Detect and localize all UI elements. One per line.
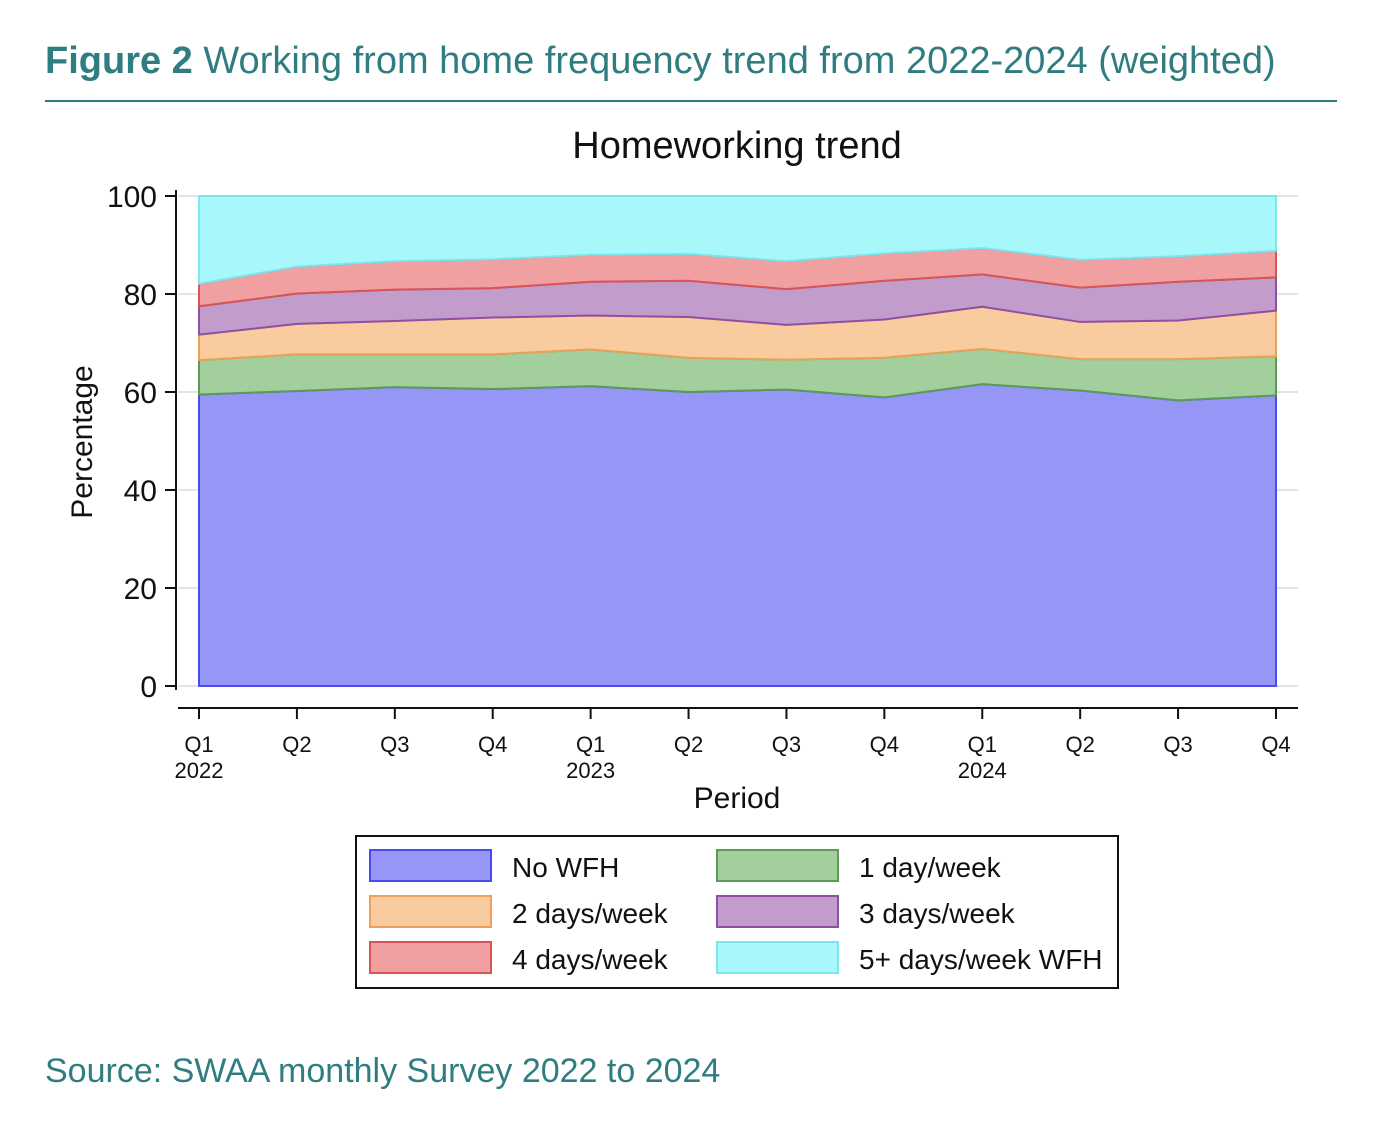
figure-caption: Working from home frequency trend from 2… [203,40,1276,82]
y-tick-label: 100 [107,181,157,214]
legend-item-1-day-week: 1 day/week [716,849,1002,883]
x-tick-label: Q2 [674,732,703,757]
legend-label: 2 days/week [512,898,669,929]
figure-label: Figure 2 [45,40,193,82]
legend-item-2-days-week: 2 days/week [369,895,669,929]
legend-swatch [716,941,839,974]
x-tick-label: Q2 [282,732,311,757]
y-axis-label: Percentage [66,365,99,518]
y-tick-label: 40 [124,475,157,508]
legend-item-no-wfh: No WFH [369,849,619,883]
area-5-days-week-wfh [198,195,1277,285]
legend: No WFH 1 day/week 2 days/week 3 days/week 4 … [355,835,1119,989]
x-tick-year-label: 2023 [566,758,615,783]
legend-label: 1 day/week [859,852,1002,883]
legend-label: 3 days/week [859,898,1016,929]
source-note: Source: SWAA monthly Survey 2022 to 2024 [45,1052,721,1090]
y-tick-label: 60 [124,377,157,410]
x-tick-label: Q4 [870,732,899,757]
chart-title: Homeworking trend [572,125,901,167]
y-tick-label: 20 [124,573,157,606]
legend-item-4-days-week: 4 days/week [369,941,669,975]
x-tick-label: Q4 [478,732,507,757]
x-tick-label: Q1 [968,732,997,757]
x-tick-label: Q3 [1163,732,1192,757]
legend-item-3-days-week: 3 days/week [716,895,1016,929]
x-tick-label: Q4 [1261,732,1290,757]
area-no-wfh [198,383,1277,687]
legend-swatch [369,895,492,928]
x-tick-label: Q3 [380,732,409,757]
figure-header: Figure 2 Working from home frequency tre… [45,36,1337,102]
legend-label: 5+ days/week WFH [859,944,1103,975]
x-axis-label: Period [694,782,781,815]
legend-swatch [716,849,839,882]
legend-label: No WFH [512,852,619,883]
legend-swatch [369,941,492,974]
y-tick-label: 80 [124,279,157,312]
x-tick-label: Q3 [772,732,801,757]
stacked-areas [198,195,1277,687]
legend-swatch [716,895,839,928]
x-tick-label: Q2 [1066,732,1095,757]
x-tick-label: Q1 [184,732,213,757]
legend-item-5-days-week-wfh: 5+ days/week WFH [716,941,1103,975]
y-tick-label: 0 [140,671,157,704]
legend-label: 4 days/week [512,944,669,975]
x-tick-label: Q1 [576,732,605,757]
x-tick-year-label: 2022 [175,758,224,783]
legend-swatch [369,849,492,882]
x-tick-year-label: 2024 [958,758,1007,783]
figure-title: Figure 2 Working from home frequency tre… [45,36,1337,86]
y-axis: 0 20 40 60 80 100 [107,181,177,704]
